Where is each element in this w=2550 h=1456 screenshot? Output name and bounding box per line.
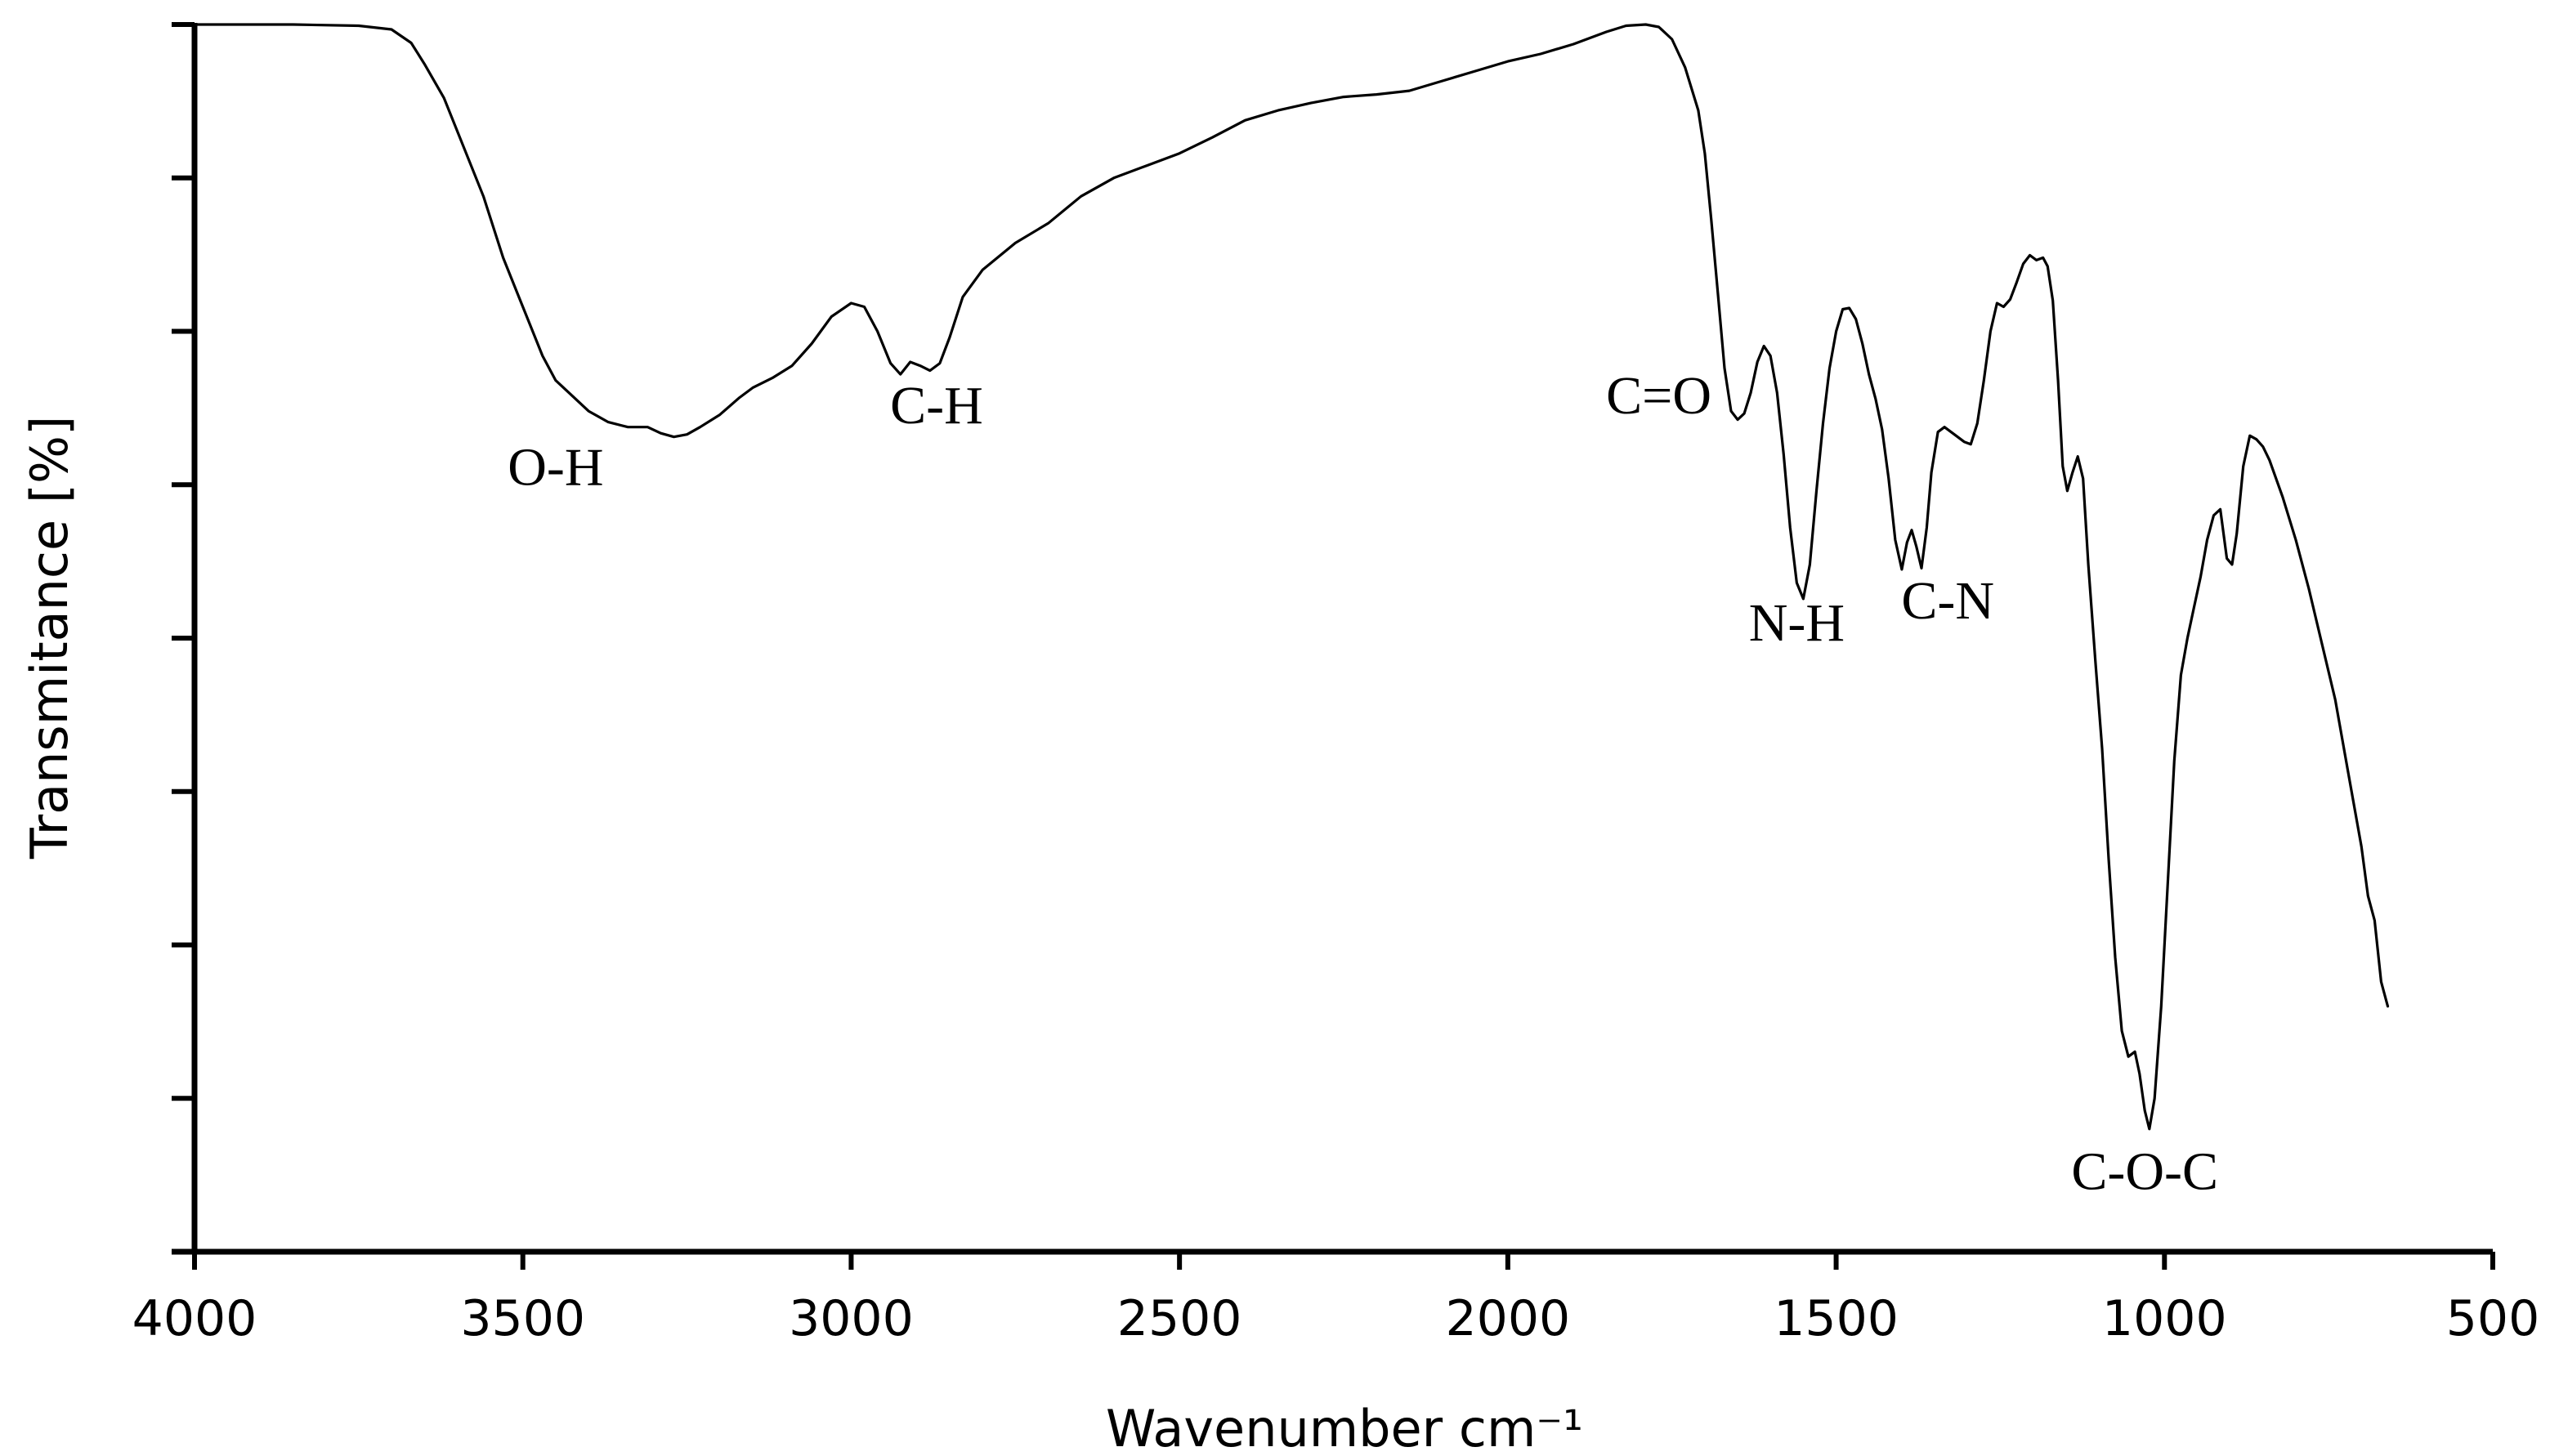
x-axis: 4000 3500 3000 2500 2000 1500 1000 500 xyxy=(132,1248,2540,1347)
peak-label-c-o-c: C-O-C xyxy=(2071,1141,2218,1201)
y-axis-title: Transmitance [%] xyxy=(20,416,79,860)
x-tick-label: 500 xyxy=(2446,1290,2540,1347)
x-axis-title: Wavenumber cm⁻¹ xyxy=(1106,1399,1583,1456)
peak-label-c-h: C-H xyxy=(890,376,983,435)
x-tick-label: 1000 xyxy=(2102,1290,2227,1347)
x-tick-label: 1500 xyxy=(1774,1290,1899,1347)
peak-label-n-h: N-H xyxy=(1749,593,1845,653)
x-tick-label: 2500 xyxy=(1117,1290,1242,1347)
x-tick-label: 2000 xyxy=(1446,1290,1571,1347)
x-ticks xyxy=(192,1252,2495,1270)
peak-label-o-h: O-H xyxy=(508,437,603,497)
spectrum-line xyxy=(193,23,2390,1131)
x-tick-label: 3000 xyxy=(789,1290,914,1347)
peak-label-c-n: C-N xyxy=(1901,571,1994,631)
peak-annotations: O-H C-H C=O N-H C-N C-O-C xyxy=(508,366,2218,1201)
y-axis xyxy=(172,22,198,1254)
x-tick-label: 3500 xyxy=(460,1290,585,1347)
y-ticks xyxy=(172,22,195,1254)
x-tick-labels: 4000 3500 3000 2500 2000 1500 1000 500 xyxy=(132,1290,2540,1347)
peak-label-c-o: C=O xyxy=(1606,366,1711,426)
x-tick-label: 4000 xyxy=(132,1290,257,1347)
